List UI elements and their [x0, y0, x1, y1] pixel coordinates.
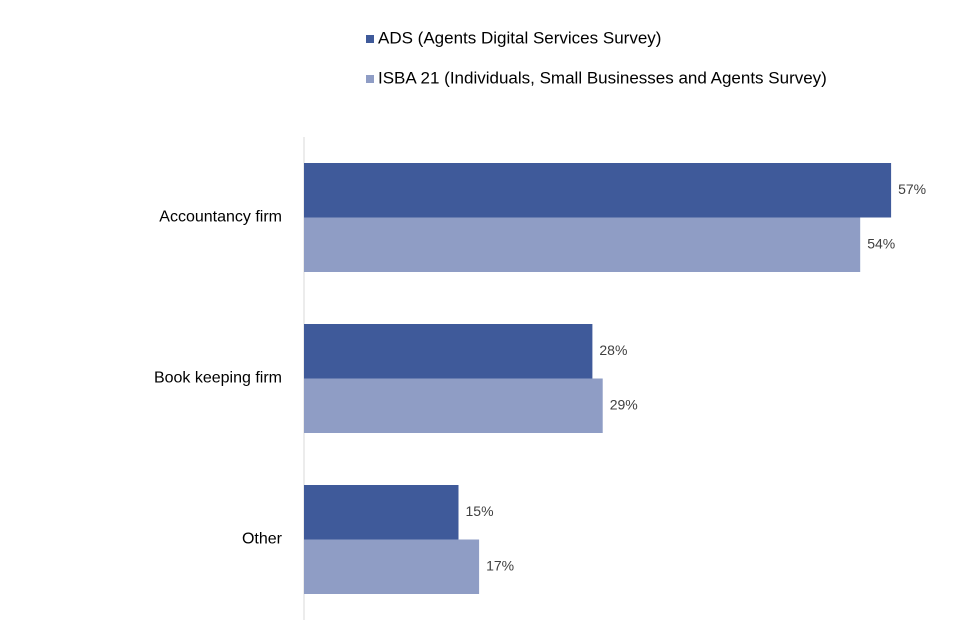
value-label: 54% — [867, 235, 895, 251]
legend-swatch — [366, 35, 374, 43]
bar — [304, 485, 459, 540]
bar — [304, 378, 603, 433]
bar — [304, 217, 861, 272]
bar — [304, 324, 593, 379]
bar — [304, 539, 480, 594]
bar — [304, 163, 892, 218]
value-label: 17% — [486, 557, 514, 573]
category-label: Other — [242, 531, 283, 548]
value-label: 29% — [610, 396, 638, 412]
value-label: 28% — [599, 342, 627, 358]
category-label: Accountancy firm — [159, 209, 282, 226]
legend-swatch — [366, 75, 374, 83]
legend-label: ISBA 21 (Individuals, Small Businesses a… — [378, 68, 827, 87]
value-label: 15% — [466, 503, 494, 519]
legend-label: ADS (Agents Digital Services Survey) — [378, 28, 661, 47]
category-label: Book keeping firm — [154, 370, 282, 387]
value-label: 57% — [898, 181, 926, 197]
